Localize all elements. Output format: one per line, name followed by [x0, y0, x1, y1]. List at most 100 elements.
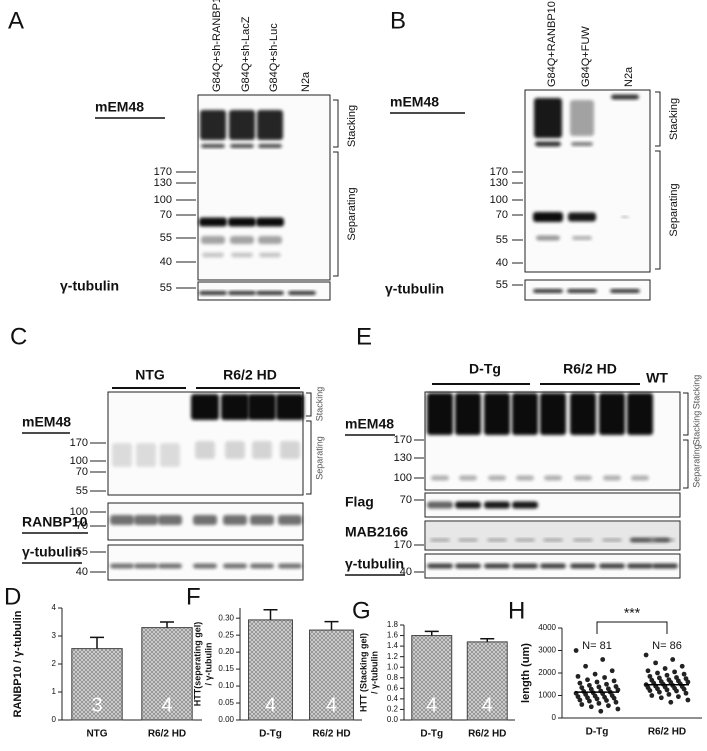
blot-band — [199, 217, 227, 227]
point — [666, 691, 672, 697]
blot-band — [652, 563, 678, 569]
error-bar — [160, 621, 174, 628]
blot-band — [487, 538, 507, 542]
blot-band — [278, 563, 302, 569]
point — [685, 697, 691, 703]
marker-label: 130 — [490, 177, 508, 189]
blot-band — [458, 538, 478, 542]
point — [676, 694, 681, 700]
point — [573, 648, 579, 653]
y-tick-label: 1000 — [538, 691, 556, 700]
rotated-label: Separating — [691, 444, 701, 488]
y-tick-label: 0.2 — [387, 705, 399, 714]
blot-band — [427, 393, 453, 435]
point — [588, 686, 594, 692]
point — [587, 682, 592, 688]
lane-label: N2a — [300, 71, 312, 92]
blot-band — [631, 475, 649, 481]
blot-band — [257, 110, 283, 140]
y-tick-label: 0.30 — [218, 613, 234, 622]
y-tick-label: 1.2 — [387, 652, 399, 661]
y-tick-label: 1.4 — [387, 641, 399, 650]
antibody-label: mEM48 — [95, 99, 144, 115]
y-tick-label: 1.0 — [387, 662, 399, 671]
y-tick-label: 0.15 — [218, 664, 234, 673]
blot-band — [535, 141, 561, 147]
n-label: 4 — [161, 694, 172, 716]
blot-band — [276, 394, 304, 420]
blot-band — [250, 515, 274, 525]
marker-label: 170 — [154, 166, 172, 178]
point — [588, 704, 594, 710]
bracket — [306, 420, 312, 495]
blot-band — [536, 235, 560, 241]
panel-label: A — [8, 7, 24, 34]
blot-band — [201, 236, 225, 244]
blot-band — [430, 538, 450, 542]
group-label: WT — [646, 370, 668, 386]
blot-band — [200, 110, 226, 140]
antibody-label: γ-tubulin — [385, 281, 444, 297]
blot-band — [223, 563, 247, 569]
antibody-label: Flag — [345, 494, 374, 510]
n-label: 4 — [326, 694, 337, 716]
blot-band — [540, 563, 566, 569]
n-label: N= 86 — [652, 640, 682, 652]
panel-label: D — [4, 583, 21, 610]
antibody-label: γ-tubulin — [22, 544, 81, 560]
antibody-label: mEM48 — [345, 416, 394, 432]
bar — [309, 629, 354, 721]
blot-band — [199, 291, 227, 295]
blot-band — [512, 501, 538, 509]
blot-band — [256, 217, 284, 227]
marker-label: 100 — [394, 472, 412, 484]
marker-label: 55 — [496, 234, 508, 246]
marker-label: 40 — [160, 256, 172, 268]
significance-label: *** — [624, 605, 641, 621]
blot-band — [191, 394, 219, 420]
blot-band — [572, 236, 592, 240]
blot-band — [112, 443, 132, 467]
point — [585, 677, 590, 683]
x-tick-label: D-Tg — [420, 729, 443, 740]
point — [577, 697, 583, 703]
blot-band — [230, 144, 254, 148]
blot-band — [655, 538, 675, 542]
x-tick-label: R6/2 HD — [648, 727, 686, 738]
blot-band — [515, 538, 535, 542]
x-tick-label: R6/2 HD — [312, 729, 350, 740]
point — [645, 668, 651, 674]
x-tick-label: D-Tg — [259, 729, 282, 740]
point — [596, 684, 602, 690]
blot-band — [228, 291, 256, 295]
marker-label: 70 — [76, 466, 88, 478]
rotated-label: Stacking — [691, 411, 701, 446]
point — [683, 690, 689, 696]
blot-band — [229, 110, 255, 140]
point — [615, 687, 621, 693]
blot-band — [603, 475, 621, 481]
rotated-label: Stacking — [346, 105, 358, 147]
lane-label: G84Q+FUW — [580, 26, 592, 87]
x-tick-label: R6/2 HD — [148, 729, 186, 740]
blot-band — [484, 563, 510, 569]
blot-band — [280, 441, 300, 459]
point — [611, 695, 617, 701]
y-tick-label: 0.25 — [218, 630, 234, 639]
point — [613, 699, 619, 705]
marker-label: 170 — [70, 437, 88, 449]
bracket — [683, 439, 689, 489]
y-tick-label: 4 — [52, 603, 57, 612]
point — [594, 679, 600, 685]
n-label: 3 — [91, 694, 102, 716]
y-tick-label: 0.05 — [218, 698, 234, 707]
point — [611, 678, 617, 684]
bracket — [655, 150, 661, 270]
marker-label: 55 — [160, 282, 172, 294]
blot-band — [573, 538, 593, 542]
marker-label: 70 — [400, 494, 412, 506]
marker-label: 70 — [496, 209, 508, 221]
bar — [248, 619, 293, 721]
point — [647, 688, 653, 693]
blot-band — [533, 289, 563, 293]
